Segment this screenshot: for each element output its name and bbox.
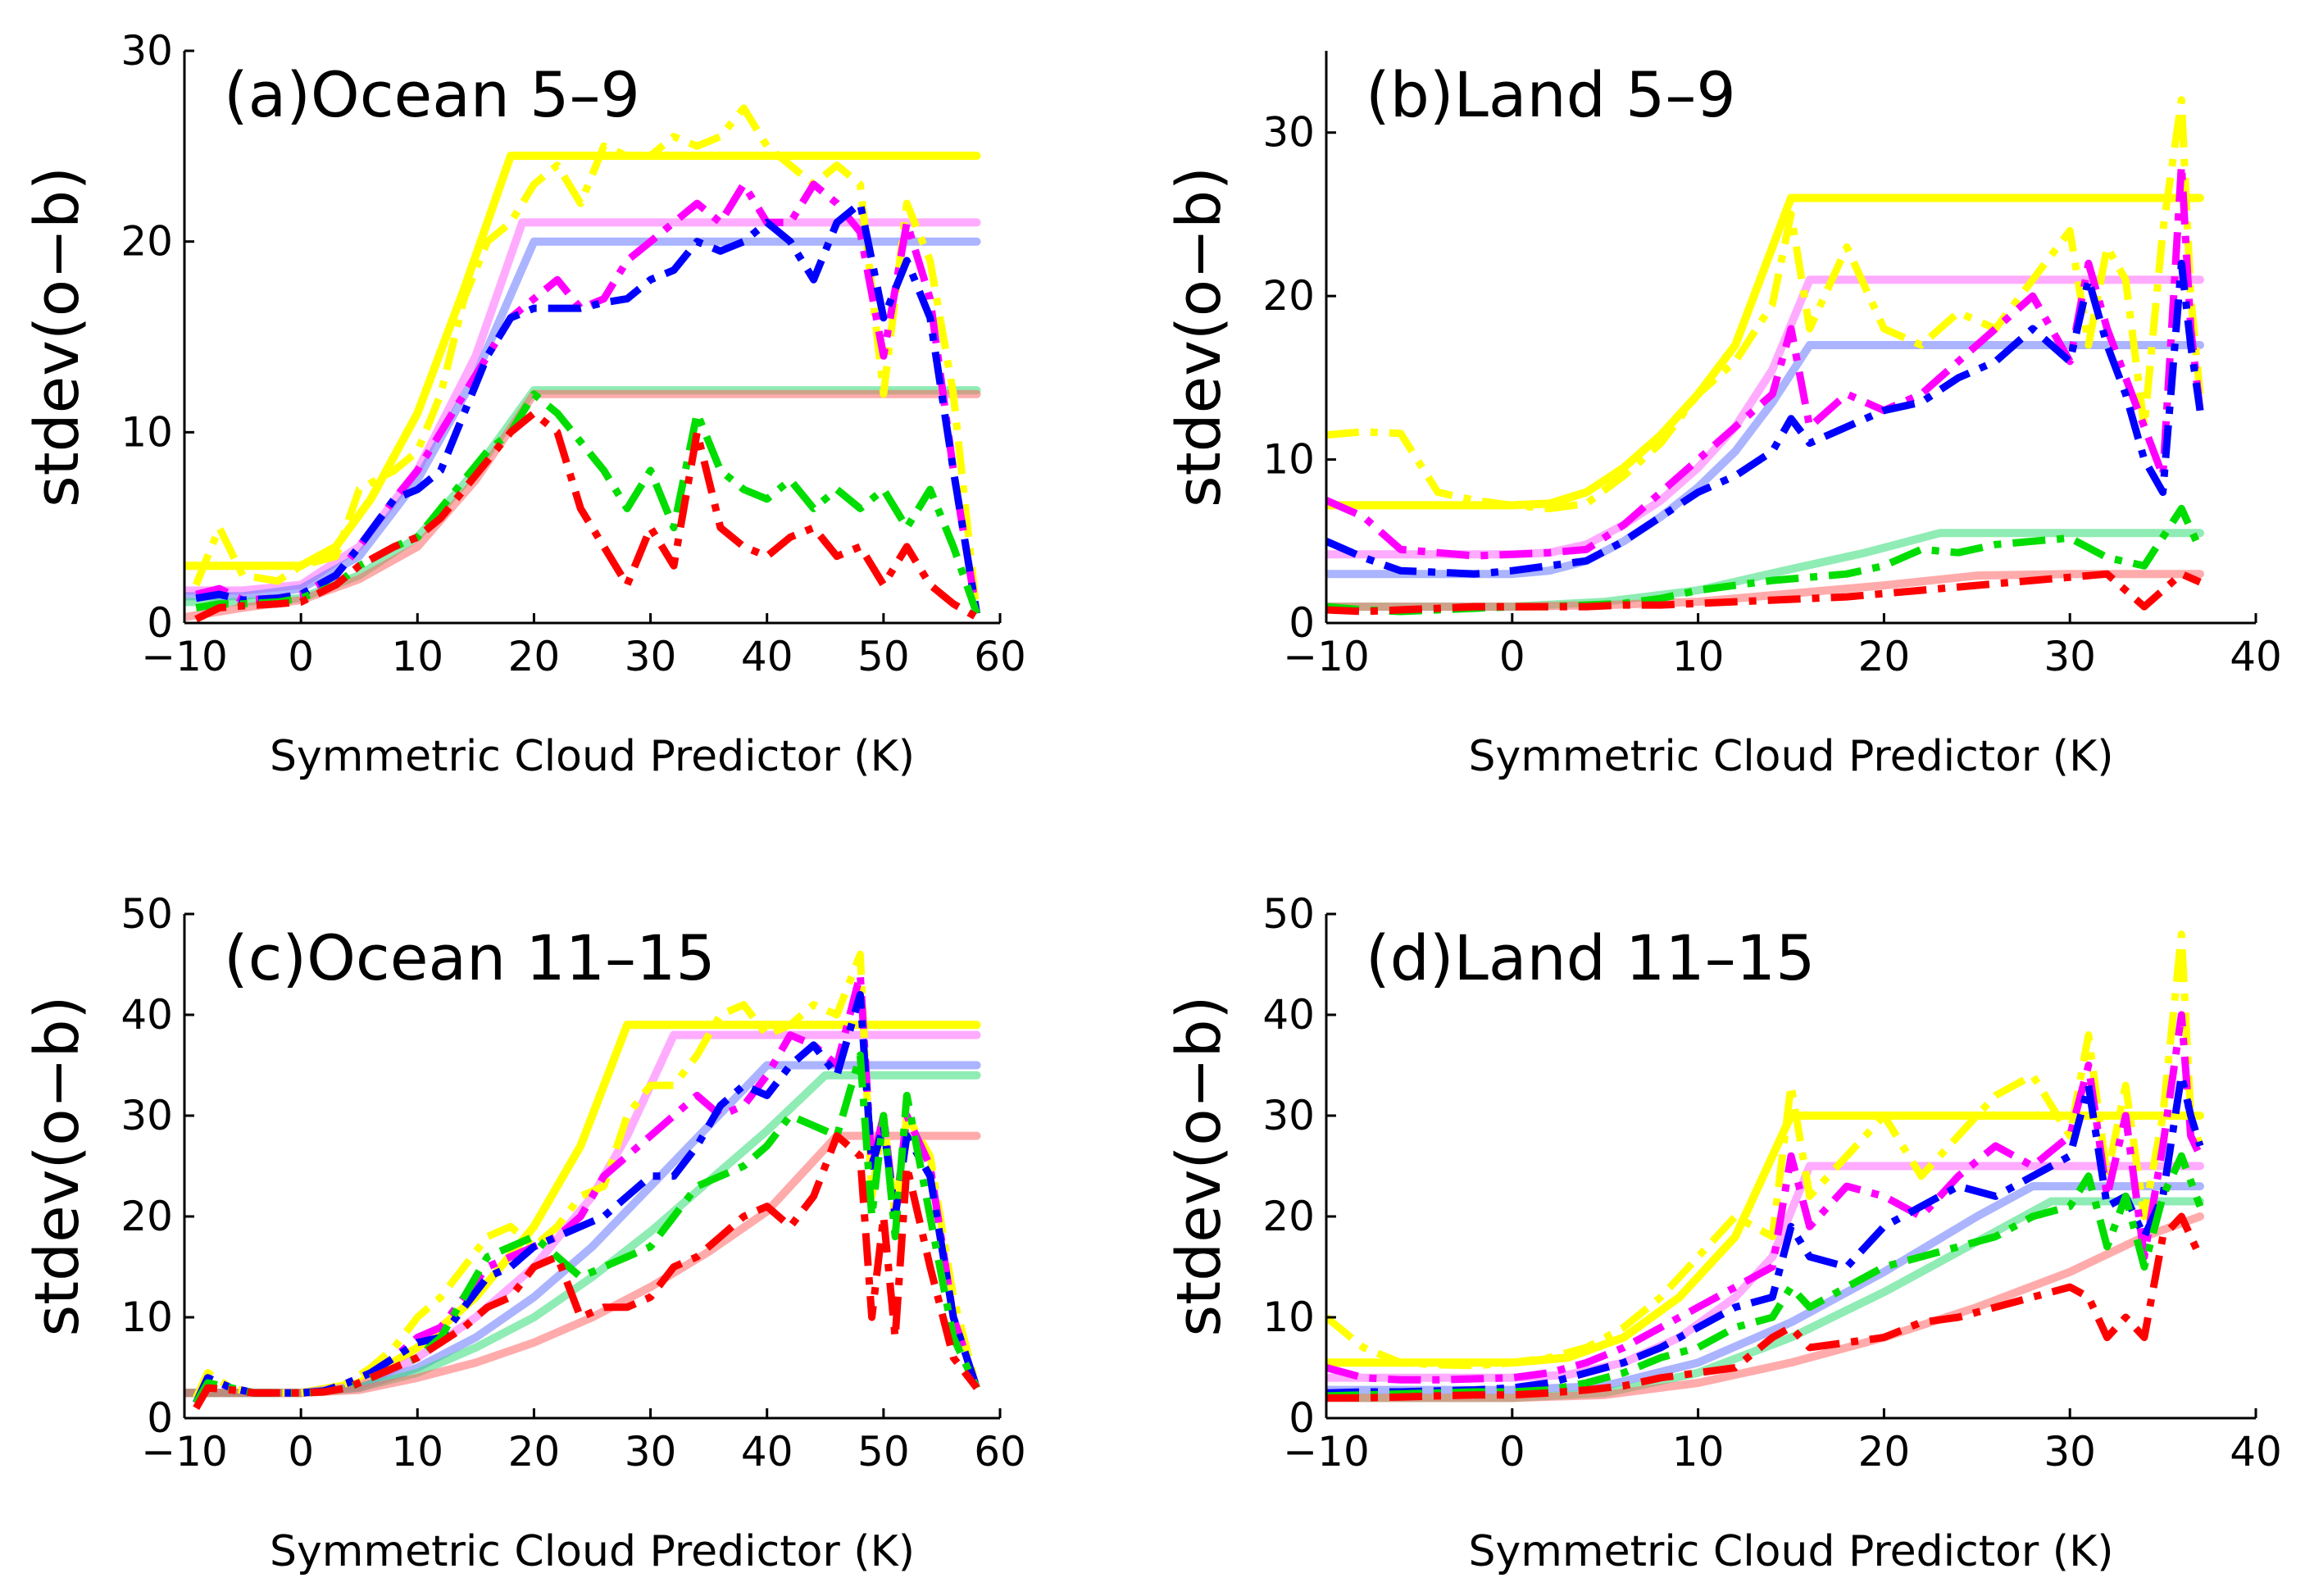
x-tick-label: 20	[508, 633, 561, 680]
y-tick-label: 10	[120, 408, 173, 456]
y-tick-label: 20	[120, 1193, 173, 1240]
x-tick-label: 50	[857, 1428, 910, 1476]
x-tick-label: 40	[741, 633, 793, 680]
series-group	[184, 950, 981, 1410]
y-axis-title: stdev(o−b)	[22, 166, 93, 507]
x-tick-label: 20	[1858, 1428, 1911, 1476]
panel-title: (a)Ocean 5–9	[224, 58, 640, 131]
y-axis-title: stdev(o−b)	[22, 996, 93, 1337]
x-tick-label: 10	[391, 633, 443, 680]
y-tick-label: 10	[1262, 1294, 1315, 1341]
x-tick-label: 30	[2044, 633, 2096, 680]
series-obs-red	[194, 409, 979, 623]
x-tick-label: 40	[2230, 633, 2282, 680]
x-tick-label: 10	[391, 1428, 443, 1476]
y-tick-label: 40	[120, 991, 173, 1039]
x-tick-label: 60	[974, 1428, 1026, 1476]
x-tick-label: 60	[974, 633, 1026, 680]
y-tick-label: 10	[1262, 436, 1315, 484]
x-tick-label: −10	[141, 633, 228, 680]
series-obs-blue	[1326, 259, 2204, 578]
x-tick-label: −10	[1283, 1428, 1370, 1476]
series-obs-red	[1326, 1212, 2204, 1402]
series-group	[184, 104, 981, 623]
y-tick-label: 20	[1262, 272, 1315, 320]
panel-title: (b)Land 5–9	[1366, 58, 1736, 131]
x-tick-label: 40	[741, 1428, 793, 1476]
series-obs-yellow	[193, 104, 981, 614]
y-tick-label: 20	[1262, 1193, 1315, 1240]
series-obs-magenta	[1326, 161, 2204, 560]
y-tick-label: 40	[1262, 991, 1315, 1039]
y-tick-label: 0	[1289, 599, 1315, 647]
y-tick-label: 30	[1262, 1092, 1315, 1139]
x-tick-label: 0	[288, 633, 314, 680]
series-group	[1326, 96, 2204, 616]
series-obs-yellow	[1326, 96, 2204, 512]
x-tick-label: −10	[141, 1428, 228, 1476]
x-tick-label: 30	[625, 1428, 677, 1476]
y-tick-label: 30	[1262, 109, 1315, 157]
x-tick-label: −10	[1283, 633, 1370, 680]
series-group	[1326, 930, 2204, 1403]
x-tick-label: 50	[857, 633, 910, 680]
y-tick-label: 0	[147, 1394, 173, 1442]
panel-title: (d)Land 11–15	[1366, 921, 1815, 994]
series-obs-red	[1326, 570, 2202, 616]
x-tick-label: 0	[1499, 1428, 1525, 1476]
y-axis-title: stdev(o−b)	[1164, 996, 1234, 1337]
x-axis-title: Symmetric Cloud Predictor (K)	[1469, 1527, 2114, 1576]
x-axis-title: Symmetric Cloud Predictor (K)	[270, 732, 915, 781]
x-axis-title: Symmetric Cloud Predictor (K)	[270, 1527, 915, 1576]
y-tick-label: 20	[120, 218, 173, 266]
y-tick-label: 10	[120, 1294, 173, 1341]
y-tick-label: 0	[1289, 1394, 1315, 1442]
x-tick-label: 20	[508, 1428, 561, 1476]
x-tick-label: 40	[2230, 1428, 2282, 1476]
x-tick-label: 10	[1672, 1428, 1725, 1476]
series-fit-blue	[1326, 341, 2204, 579]
series-obs-green	[193, 1051, 980, 1405]
x-tick-label: 20	[1858, 633, 1911, 680]
x-tick-label: 30	[2044, 1428, 2096, 1476]
y-tick-label: 50	[1262, 890, 1315, 938]
series-fit-green	[184, 1071, 981, 1398]
series-obs-magenta	[195, 180, 981, 615]
series-fit-yellow	[1326, 1112, 2204, 1367]
panel-title: (c)Ocean 11–15	[224, 921, 716, 994]
series-obs-red	[193, 1132, 980, 1410]
y-tick-label: 30	[120, 1092, 173, 1139]
x-tick-label: 30	[625, 633, 677, 680]
series-fit-yellow	[184, 152, 981, 571]
x-tick-label: 10	[1672, 633, 1725, 680]
y-axis-title: stdev(o−b)	[1164, 166, 1234, 507]
series-obs-blue	[195, 199, 981, 615]
y-tick-label: 50	[120, 890, 173, 938]
series-fit-red	[1326, 1212, 2204, 1403]
x-tick-label: 0	[288, 1428, 314, 1476]
series-fit-blue	[184, 237, 981, 601]
x-tick-label: 0	[1499, 633, 1525, 680]
x-axis-title: Symmetric Cloud Predictor (K)	[1469, 732, 2114, 781]
y-tick-label: 0	[147, 599, 173, 647]
series-fit-magenta	[184, 218, 981, 595]
series-obs-yellow	[1326, 930, 2204, 1370]
y-tick-label: 30	[120, 27, 173, 75]
